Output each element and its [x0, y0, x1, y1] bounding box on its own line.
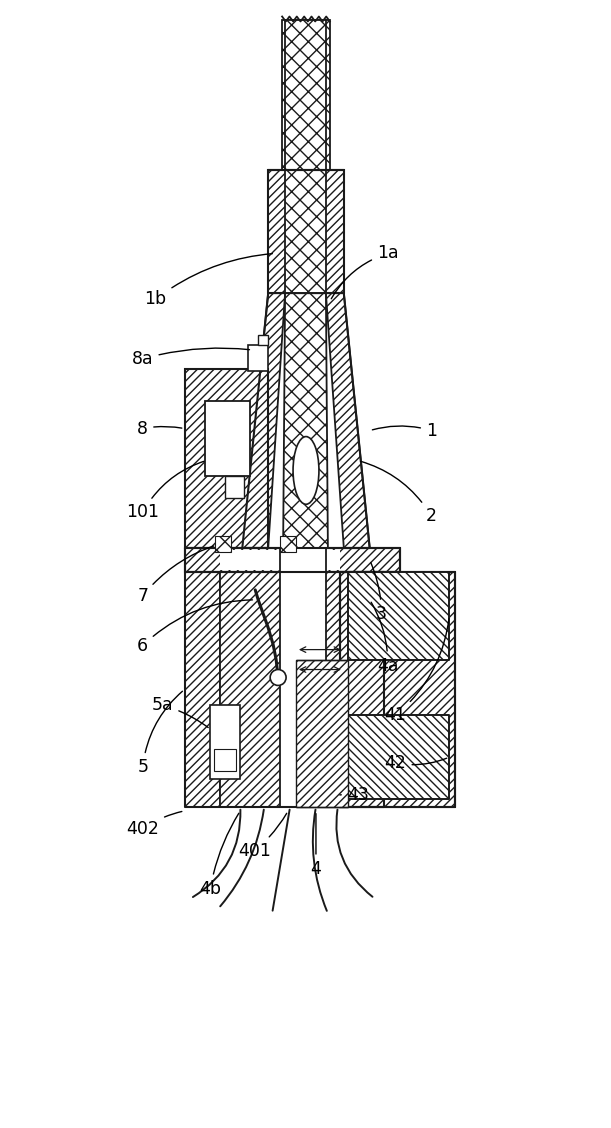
- Text: 1: 1: [372, 422, 437, 440]
- Bar: [340, 572, 455, 807]
- Bar: [248, 345, 268, 371]
- Bar: [282, 20, 330, 170]
- Bar: [225, 476, 244, 499]
- Bar: [348, 715, 449, 799]
- Bar: [214, 749, 236, 772]
- Text: 7: 7: [137, 546, 214, 605]
- Bar: [258, 335, 268, 345]
- Text: 41: 41: [385, 618, 449, 724]
- Bar: [185, 369, 268, 548]
- Text: 8a: 8a: [132, 349, 249, 368]
- Text: 3: 3: [371, 563, 387, 623]
- Text: 401: 401: [238, 813, 287, 860]
- Text: 1b: 1b: [145, 254, 273, 308]
- Text: 4: 4: [310, 813, 321, 878]
- Text: 8: 8: [137, 420, 182, 438]
- Bar: [296, 660, 348, 807]
- Text: 43: 43: [340, 786, 368, 804]
- Bar: [185, 548, 400, 572]
- Text: 1a: 1a: [331, 245, 398, 299]
- Bar: [268, 170, 344, 293]
- Polygon shape: [326, 293, 370, 548]
- Text: 4a: 4a: [371, 602, 398, 675]
- Bar: [221, 572, 384, 807]
- Bar: [185, 572, 221, 807]
- Text: 101: 101: [126, 461, 204, 521]
- Text: 4b: 4b: [199, 813, 239, 898]
- Text: 6: 6: [137, 600, 252, 654]
- Text: 402: 402: [126, 811, 182, 838]
- Ellipse shape: [293, 437, 319, 504]
- Polygon shape: [283, 293, 328, 548]
- Text: 5a: 5a: [152, 696, 208, 728]
- Polygon shape: [243, 293, 285, 548]
- Bar: [285, 20, 326, 293]
- Text: 5: 5: [137, 691, 183, 776]
- Bar: [280, 548, 326, 807]
- Text: 42: 42: [385, 755, 447, 772]
- Bar: [210, 705, 240, 779]
- Bar: [221, 550, 340, 570]
- Bar: [216, 536, 232, 552]
- Circle shape: [270, 670, 286, 686]
- Bar: [280, 536, 296, 552]
- Bar: [205, 400, 251, 476]
- Bar: [348, 572, 449, 660]
- Text: 2: 2: [360, 461, 437, 526]
